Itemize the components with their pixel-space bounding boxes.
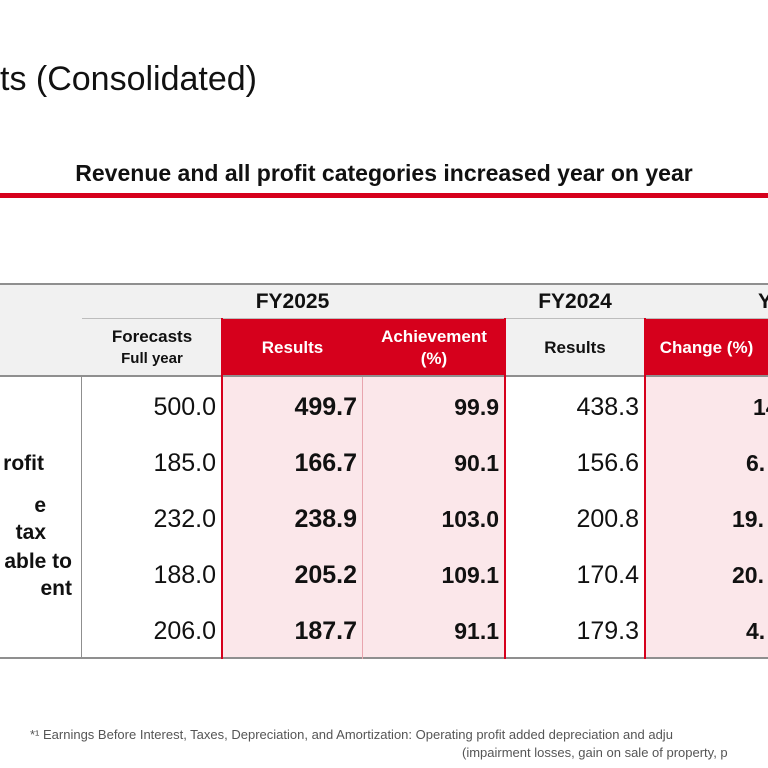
result-value: 205.2	[294, 560, 357, 589]
col-header-forecasts-line1: Forecasts	[111, 326, 193, 346]
col-header-forecasts-line2: Full year	[121, 349, 183, 367]
forecast-value: 185.0	[153, 448, 216, 477]
forecast-value: 232.0	[153, 504, 216, 533]
header-bottom-border	[0, 375, 768, 377]
achievement-value: 91.1	[454, 617, 499, 644]
vline-red-left	[221, 318, 223, 659]
vline-label	[81, 377, 82, 659]
col-header-forecasts: Forecasts Full year	[82, 318, 222, 377]
row-label: rofit	[3, 451, 44, 475]
achievement-value: 103.0	[441, 505, 499, 532]
vline-red-right	[644, 318, 646, 659]
change-value: 19.	[732, 505, 764, 532]
prev-result-value: 438.3	[576, 392, 639, 421]
row-label: able to ent	[4, 550, 72, 600]
row-label	[0, 603, 82, 659]
change-value: 4.	[746, 617, 766, 644]
table-bottom-border	[0, 657, 768, 659]
col-header-achievement-line1: Achievement	[381, 326, 487, 346]
footnote: *¹ Earnings Before Interest, Taxes, Depr…	[30, 727, 673, 742]
col-header-achievement: Achievement (%)	[363, 318, 505, 377]
forecast-value: 500.0	[153, 392, 216, 421]
prev-result-value: 170.4	[576, 560, 639, 589]
achievement-value: 99.9	[454, 393, 499, 420]
col-header-results-2024: Results	[544, 337, 606, 357]
col-header-change: Change (%)	[645, 318, 768, 377]
col-header-results: Results	[222, 318, 363, 377]
forecast-value: 188.0	[153, 560, 216, 589]
prev-result-value: 200.8	[576, 504, 639, 533]
change-value: 14.	[753, 393, 768, 420]
change-value: 20.	[732, 561, 764, 588]
results-table: Results Achievement (%) Change (%) FY202…	[0, 283, 768, 661]
change-band	[645, 377, 768, 659]
yoy-label: Y	[758, 290, 768, 313]
result-value: 499.7	[294, 392, 357, 421]
prev-result-value: 156.6	[576, 448, 639, 477]
col-header-achievement-line2: (%)	[420, 348, 448, 368]
vline-red-mid	[504, 318, 506, 659]
table-top-border	[0, 283, 768, 285]
change-value: 6.	[746, 449, 766, 476]
row-label	[0, 379, 82, 435]
forecast-value: 206.0	[153, 616, 216, 645]
vline-inner	[362, 377, 363, 659]
result-value: 238.9	[294, 504, 357, 533]
fy2025-results-band	[222, 377, 505, 659]
footnote-continued: (impairment losses, gain on sale of prop…	[462, 745, 728, 760]
prev-result-value: 179.3	[576, 616, 639, 645]
header-mid-line	[82, 318, 768, 319]
page-subtitle: Revenue and all profit categories increa…	[75, 160, 693, 186]
divider-rule	[0, 193, 768, 198]
result-value: 187.7	[294, 616, 357, 645]
row-label: e tax	[15, 494, 46, 544]
achievement-value: 109.1	[441, 561, 499, 588]
result-value: 166.7	[294, 448, 357, 477]
fy2024-label: FY2024	[538, 290, 612, 313]
page-title: ts (Consolidated)	[0, 60, 258, 98]
achievement-value: 90.1	[454, 449, 499, 476]
fy2025-label: FY2025	[255, 290, 330, 313]
